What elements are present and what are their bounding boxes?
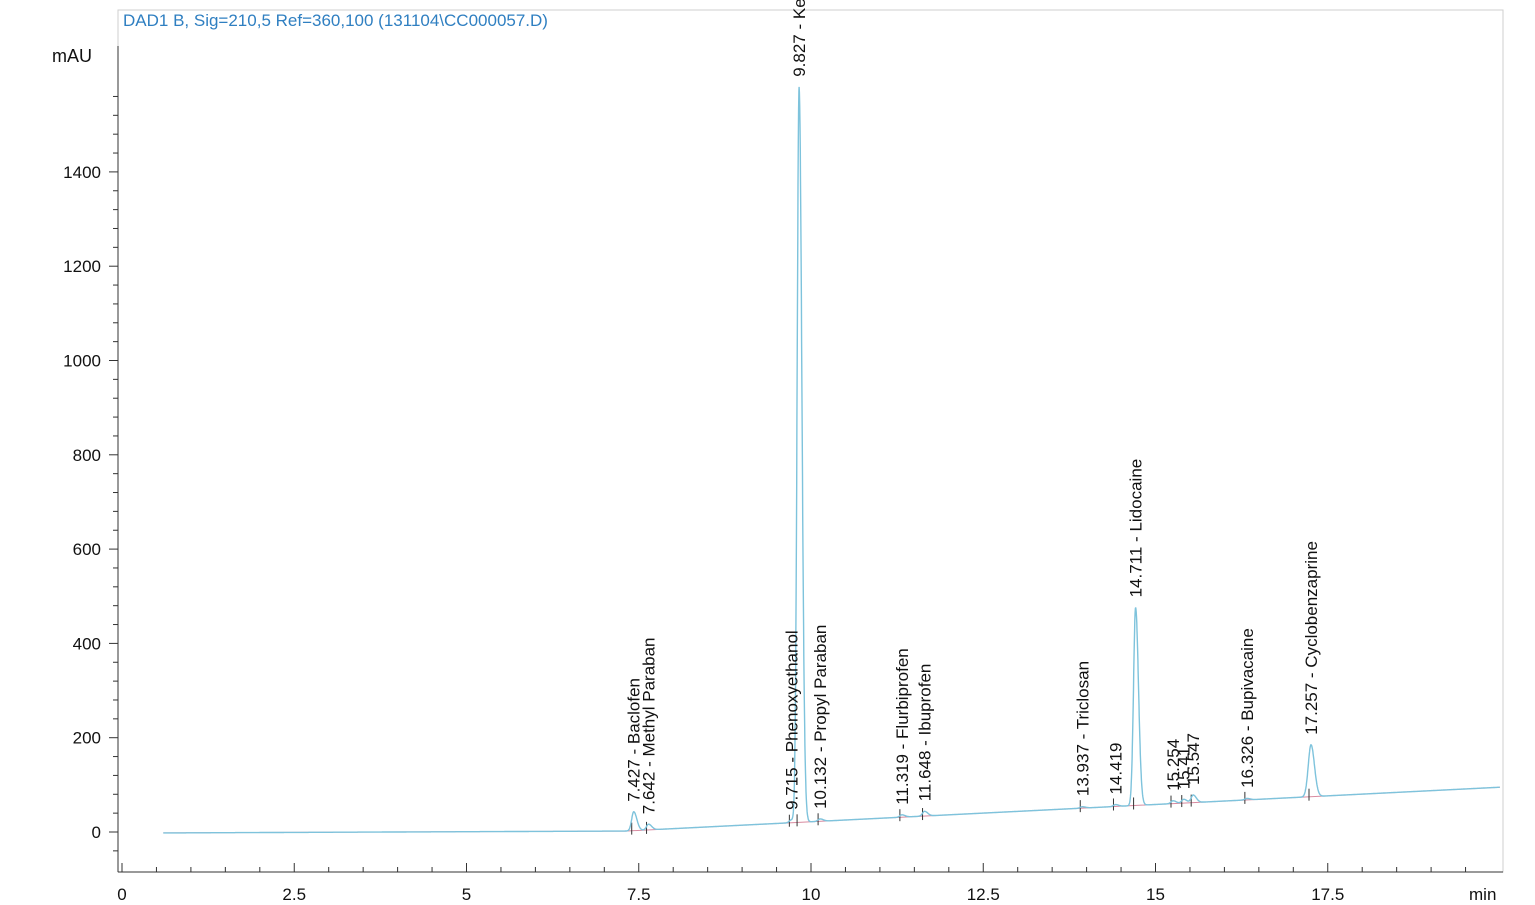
peak-label: 9.827 - Ketoprofen xyxy=(790,0,809,77)
x-axis-unit: min xyxy=(1469,885,1497,904)
integration-baselines xyxy=(163,786,1501,834)
peak-label: 7.642 - Methyl Paraban xyxy=(640,637,659,814)
y-tick-label: 1000 xyxy=(63,352,101,371)
x-tick-label: 10 xyxy=(802,885,821,904)
peak-label: 13.937 - Triclosan xyxy=(1073,661,1092,796)
y-tick-label: 1200 xyxy=(63,257,101,276)
axis-ticks: 0 2.5 5 7.5 10 12.5 15 17.5 0 200 400 600 800 1000 120… xyxy=(63,95,1467,904)
peak-label: 10.132 - Propyl Paraban xyxy=(811,625,830,809)
y-tick-label: 400 xyxy=(73,634,101,653)
x-tick-label: 0 xyxy=(117,885,126,904)
peak-label: 15.41 xyxy=(1175,747,1194,790)
y-axis-unit: mAU xyxy=(52,46,92,66)
chart-title: DAD1 B, Sig=210,5 Ref=360,100 (131104\CC… xyxy=(123,11,548,30)
peak-label: 7.427 - Baclofen xyxy=(625,678,644,802)
x-tick-label: 12.5 xyxy=(967,885,1000,904)
y-tick-label: 1400 xyxy=(63,163,101,182)
peak-label: 9.715 - Phenoxyethanol xyxy=(782,630,801,810)
y-tick-label: 0 xyxy=(92,823,101,842)
y-tick-label: 800 xyxy=(73,446,101,465)
x-tick-label: 15 xyxy=(1146,885,1165,904)
peak-label: 11.319 - Flurbiprofen xyxy=(893,648,912,805)
x-tick-label: 2.5 xyxy=(282,885,306,904)
y-tick-label: 200 xyxy=(73,729,101,748)
peak-label: 14.419 xyxy=(1107,743,1126,795)
peak-label: 17.257 - Cyclobenzaprine xyxy=(1302,541,1321,735)
x-tick-label: 17.5 xyxy=(1311,885,1344,904)
peak-label: 11.648 - Ibuprofen xyxy=(916,664,935,802)
peak-label: 15.547 xyxy=(1184,733,1203,785)
y-tick-label: 600 xyxy=(73,540,101,559)
baseline-segment xyxy=(163,786,1501,834)
peak-markers xyxy=(631,788,1310,835)
peak-label: 14.711 - Lidocaine xyxy=(1127,459,1146,598)
signal-trace xyxy=(163,86,1500,834)
x-tick-label: 5 xyxy=(462,885,471,904)
x-tick-label: 7.5 xyxy=(627,885,651,904)
peak-label: 16.326 - Bupivacaine xyxy=(1238,628,1257,788)
peak-label: 15.254 xyxy=(1164,739,1183,791)
